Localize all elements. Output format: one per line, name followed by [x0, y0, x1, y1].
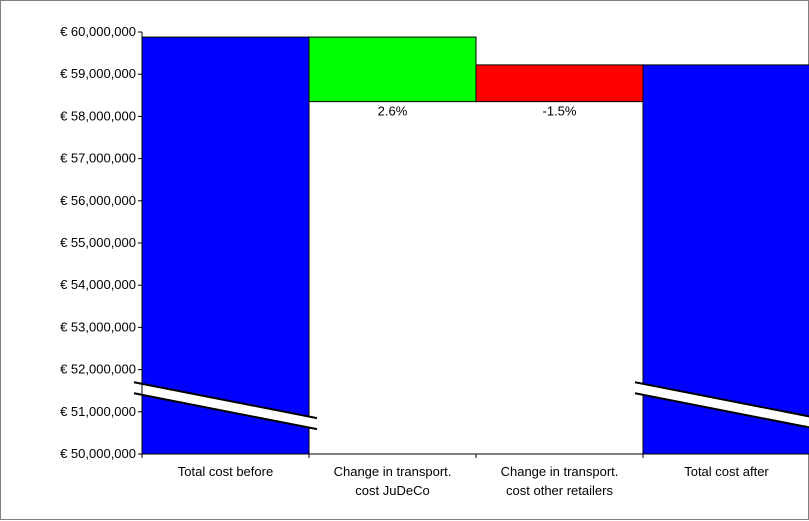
y-tick-label: € 55,000,000: [60, 235, 136, 250]
y-tick-label: € 60,000,000: [60, 24, 136, 39]
y-tick-label: € 59,000,000: [60, 66, 136, 81]
y-tick-label: € 58,000,000: [60, 108, 136, 123]
x-category-label: cost other retailers: [506, 483, 613, 498]
data-label: -1.5%: [543, 104, 577, 119]
bars-layer: [141, 36, 809, 455]
y-tick-labels: € 50,000,000 € 51,000,000 € 52,000,000 € 53…: [60, 24, 136, 461]
axis-break-line: [133, 392, 318, 431]
y-axis: [138, 31, 809, 458]
x-category-label: Change in transport.: [501, 464, 619, 479]
x-category-label: Total cost after: [684, 464, 769, 479]
y-tick-label: € 56,000,000: [60, 193, 136, 208]
axis-break-line: [634, 381, 809, 418]
data-labels: 2.6% -1.5%: [378, 104, 577, 119]
y-tick-label: € 50,000,000: [60, 446, 136, 461]
y-tick-label: € 51,000,000: [60, 404, 136, 419]
x-category-label: Total cost before: [178, 464, 273, 479]
x-category-labels: Total cost before Change in transport. cos…: [178, 464, 770, 498]
axis-break-gap: [134, 382, 317, 430]
y-tick-label: € 52,000,000: [60, 362, 136, 377]
axis-break-line: [634, 392, 809, 429]
bar-1: [141, 36, 310, 455]
data-label: 2.6%: [378, 104, 408, 119]
axis-break-marks: [133, 381, 809, 431]
bar-2: [308, 36, 477, 103]
axis-break-line: [133, 381, 318, 420]
y-tick-label: € 57,000,000: [60, 151, 136, 166]
x-category-label: Change in transport.: [334, 464, 452, 479]
x-category-label: cost JuDeCo: [355, 483, 429, 498]
y-tick-label: € 53,000,000: [60, 319, 136, 334]
bar-3: [475, 64, 644, 103]
axis-break-gap: [635, 382, 809, 428]
y-tick-label: € 54,000,000: [60, 277, 136, 292]
